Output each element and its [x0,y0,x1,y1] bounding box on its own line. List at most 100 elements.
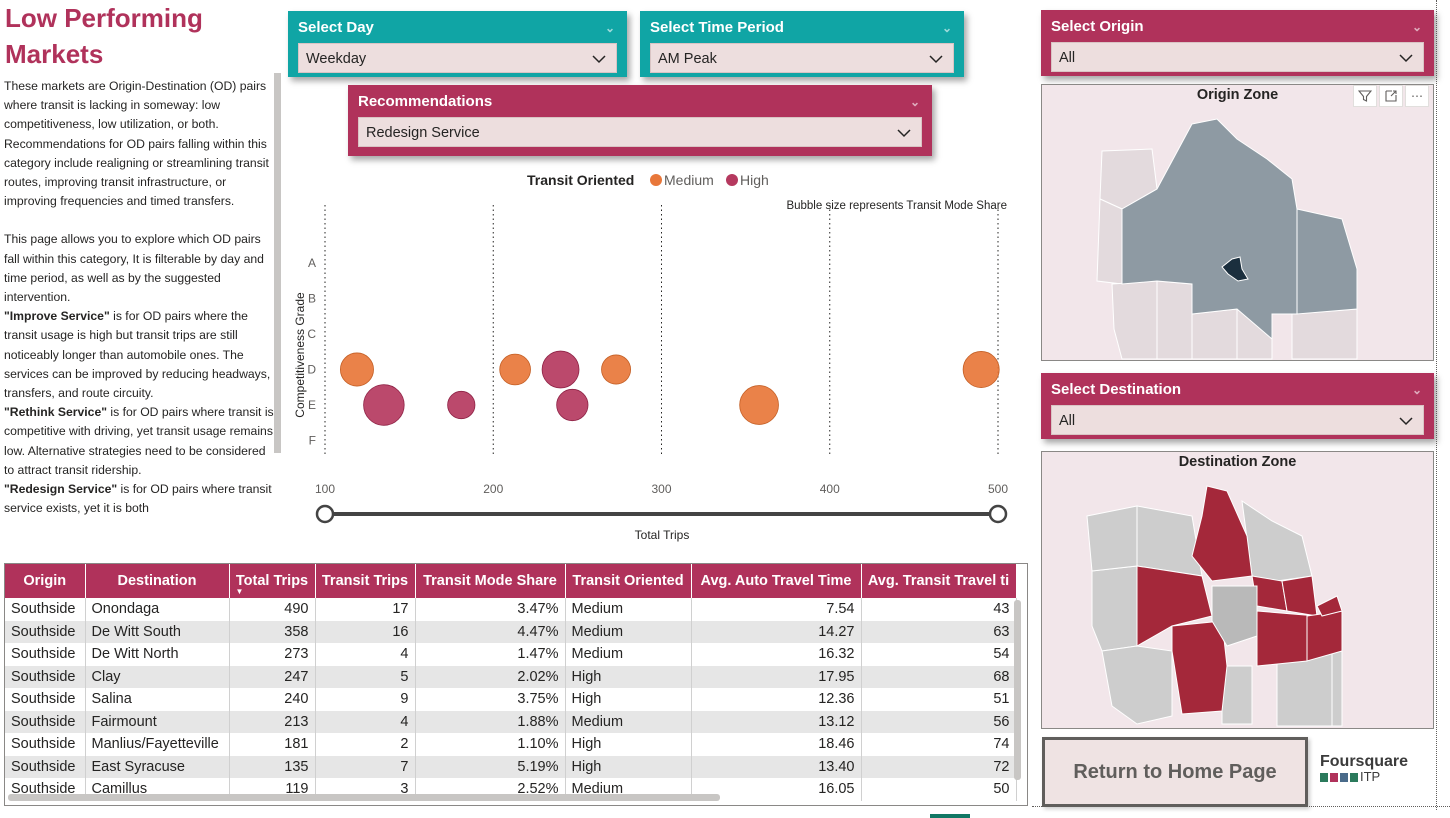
chevron-down-icon[interactable]: ⌄ [909,95,920,109]
slider-min-handle[interactable] [315,504,335,524]
bubble-point[interactable] [363,384,405,426]
logo-bars-icon [1320,772,1358,782]
day-slicer: Select Day ⌄ Weekday [288,11,627,77]
column-header[interactable]: Origin [5,564,86,598]
table-row[interactable]: Southside Fairmount 213 4 1.88% Medium 13.12 56 [5,710,1017,733]
range-slider[interactable] [315,504,1008,524]
table-cell: 1.10% [415,733,566,756]
bubble-point[interactable] [447,390,476,420]
x-tick-label: 500 [988,482,1008,496]
chevron-down-icon [1399,417,1413,426]
table-vertical-scrollbar[interactable] [1014,600,1021,780]
column-header[interactable]: Destination [85,564,230,598]
table-cell: Clay [85,665,230,688]
bubble-point[interactable] [499,353,531,386]
table-cell: 1.88% [415,710,566,733]
table-cell: Southside [5,620,86,643]
table-cell: 2 [315,733,416,756]
chevron-down-icon [1399,54,1413,63]
day-slicer-title: Select Day ⌄ [298,17,617,39]
y-tick-label: E [308,398,316,412]
table-cell: 13.12 [691,710,862,733]
more-options-icon[interactable]: ⋯ [1405,85,1429,107]
od-pairs-table: Origin Destination Total Trips ▼ Transit Tri… [4,563,1028,806]
column-header[interactable]: Avg. Auto Travel Time [691,564,862,598]
table-cell: 247 [229,665,316,688]
table-body: Southside Onondaga 490 17 3.47% Medium 7.54 43 S… [5,598,1017,801]
description-redesign: "Redesign Service" is for OD pairs where… [4,482,272,516]
description-rethink: "Rethink Service" is for OD pairs where … [4,405,274,477]
table-row[interactable]: Southside Onondaga 490 17 3.47% Medium 7.54 43 [5,598,1017,621]
page-title: Low Performing Markets [5,3,203,69]
slider-max-handle[interactable] [988,504,1008,524]
sort-descending-icon[interactable]: ▼ [235,587,244,596]
table-cell: Salina [85,688,230,711]
page-tab-indicator[interactable] [930,814,970,818]
column-header[interactable]: Transit Trips [315,564,416,598]
legend-medium-marker[interactable] [650,174,662,186]
bubble-point[interactable] [739,385,779,425]
description-scrollbar[interactable] [274,73,281,453]
origin-map-shapes[interactable] [1042,109,1435,361]
recommendations-dropdown[interactable]: Redesign Service [358,117,922,147]
page-border-side [1436,0,1438,810]
table-cell: 68 [861,665,1017,688]
column-header[interactable]: Total Trips ▼ [229,564,316,598]
chevron-down-icon[interactable]: ⌄ [604,21,615,35]
logo-line1: Foursquare [1320,753,1409,770]
chart-legend: Transit Oriented Medium High [527,172,769,188]
table-row[interactable]: Southside East Syracuse 135 7 5.19% High 13.40… [5,755,1017,778]
chart-bubbles [339,350,1000,426]
table-horizontal-scrollbar[interactable] [8,794,720,801]
x-tick-label: 300 [651,482,671,496]
filter-icon[interactable] [1353,85,1377,107]
time-dropdown[interactable]: AM Peak [650,43,954,73]
table-cell: 51 [861,688,1017,711]
column-header[interactable]: Avg. Transit Travel ti [861,564,1017,598]
day-dropdown[interactable]: Weekday [298,43,617,73]
y-tick-label: B [308,292,316,306]
column-header[interactable]: Transit Mode Share [415,564,566,598]
column-header[interactable]: Transit Oriented [565,564,692,598]
table-cell: 16.32 [691,643,862,666]
legend-medium-label[interactable]: Medium [664,172,714,188]
table-cell: 13.40 [691,755,862,778]
destination-map-shapes[interactable] [1042,476,1435,728]
time-period-slicer: Select Time Period ⌄ AM Peak [640,11,964,77]
table-row[interactable]: Southside Clay 247 5 2.02% High 17.95 68 [5,665,1017,688]
destination-map-title: Destination Zone [1178,454,1297,470]
chevron-down-icon[interactable]: ⌄ [1411,20,1422,34]
table-row[interactable]: Southside De Witt South 358 16 4.47% Medium 14… [5,620,1017,643]
destination-slicer: Select Destination ⌄ All [1041,373,1434,439]
chevron-down-icon [929,55,943,64]
table-row[interactable]: Southside Salina 240 9 3.75% High 12.36 51 [5,688,1017,711]
destination-dropdown[interactable]: All [1051,405,1424,435]
legend-high-label[interactable]: High [740,172,769,188]
bubble-point[interactable] [962,351,1000,388]
x-tick-label: 100 [315,482,335,496]
table-cell: De Witt South [85,620,230,643]
time-slicer-title: Select Time Period ⌄ [650,17,954,39]
table-cell: East Syracuse [85,755,230,778]
table-cell: Southside [5,710,86,733]
bubble-point[interactable] [339,352,374,387]
bubble-point[interactable] [541,350,580,389]
bubble-point[interactable] [556,388,589,422]
chevron-down-icon[interactable]: ⌄ [1411,383,1422,397]
bubble-point[interactable] [601,354,632,385]
origin-zone-map[interactable]: Origin Zone ⋯ [1041,84,1434,361]
focus-mode-icon[interactable] [1379,85,1403,107]
table-cell: 7 [315,755,416,778]
legend-high-marker[interactable] [726,174,738,186]
table-cell: 63 [861,620,1017,643]
return-home-button[interactable]: Return to Home Page [1042,737,1308,807]
table-cell: 50 [861,778,1017,801]
table-row[interactable]: Southside De Witt North 273 4 1.47% Medium 16.… [5,643,1017,666]
table-row[interactable]: Southside Manlius/Fayetteville 181 2 1.10% Hi… [5,733,1017,756]
visual-header-icons: ⋯ [1353,85,1429,107]
y-tick-label: C [307,327,316,341]
chevron-down-icon[interactable]: ⌄ [941,21,952,35]
destination-zone-map[interactable]: Destination Zone [1041,451,1434,729]
table-cell: High [565,733,692,756]
origin-dropdown[interactable]: All [1051,42,1424,72]
